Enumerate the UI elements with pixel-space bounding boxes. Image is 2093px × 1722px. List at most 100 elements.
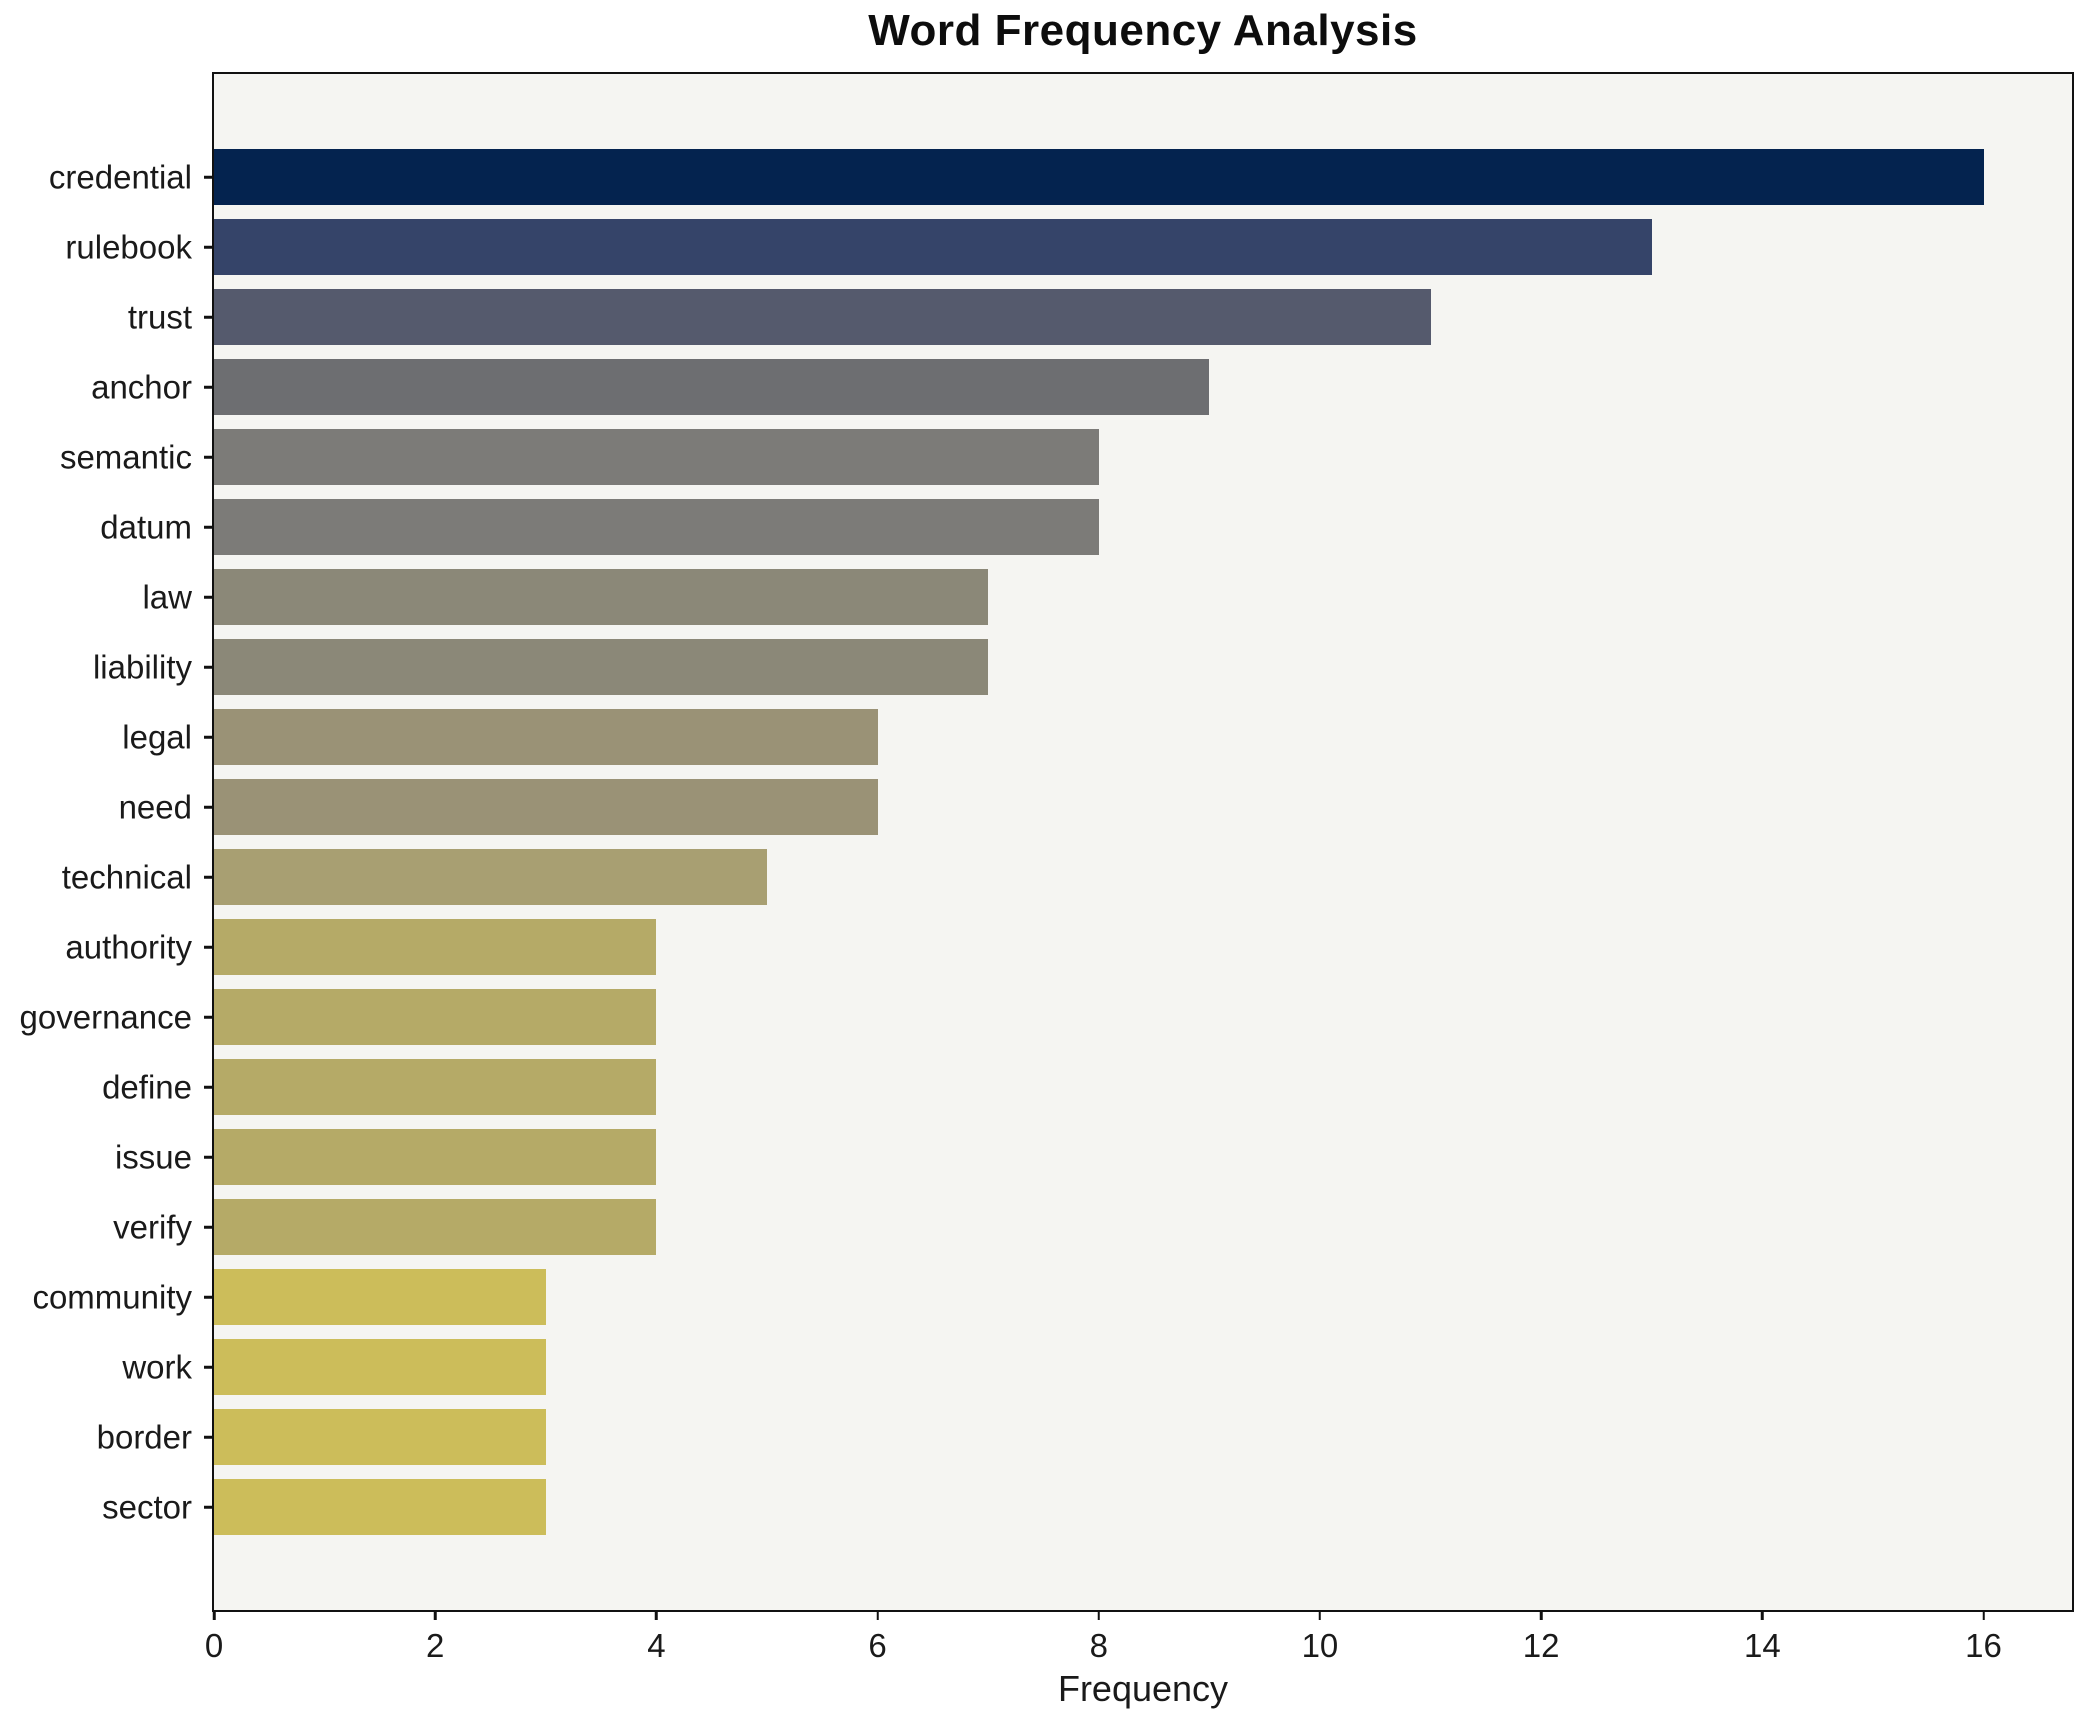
y-tick-mark bbox=[204, 245, 214, 249]
bar-row: credential bbox=[49, 149, 2072, 205]
bar-row: law bbox=[142, 569, 2072, 625]
category-label: define bbox=[102, 1068, 192, 1106]
category-label: border bbox=[96, 1418, 192, 1456]
bar-row: semantic bbox=[60, 429, 2072, 485]
y-tick-mark bbox=[204, 1365, 214, 1369]
bar-row: technical bbox=[62, 849, 2072, 905]
bar bbox=[214, 639, 989, 695]
category-label: legal bbox=[122, 718, 192, 756]
bar-row: need bbox=[119, 779, 2072, 835]
bar-row: anchor bbox=[91, 359, 2072, 415]
x-tick-mark bbox=[1761, 1610, 1764, 1620]
bar bbox=[214, 1409, 546, 1465]
y-tick-mark bbox=[204, 1085, 214, 1089]
bar-row: sector bbox=[102, 1479, 2072, 1535]
y-tick-mark bbox=[204, 1015, 214, 1019]
category-label: anchor bbox=[91, 368, 192, 406]
y-tick-mark bbox=[204, 945, 214, 949]
y-tick-mark bbox=[204, 1155, 214, 1159]
y-tick-mark bbox=[204, 525, 214, 529]
category-label: authority bbox=[65, 928, 192, 966]
category-label: issue bbox=[114, 1138, 192, 1176]
y-tick-mark bbox=[204, 595, 214, 599]
bar bbox=[214, 1339, 546, 1395]
y-tick-mark bbox=[204, 665, 214, 669]
bar-row: define bbox=[102, 1059, 2072, 1115]
category-label: technical bbox=[61, 858, 192, 896]
bar-row: datum bbox=[100, 499, 2072, 555]
bar bbox=[214, 919, 657, 975]
y-tick-mark bbox=[204, 1505, 214, 1509]
y-tick-mark bbox=[204, 315, 214, 319]
category-label: trust bbox=[127, 298, 192, 336]
category-label: law bbox=[142, 578, 192, 616]
category-label: need bbox=[118, 788, 192, 826]
x-tick-label: 14 bbox=[1743, 1627, 1781, 1664]
bar-row: trust bbox=[128, 289, 2072, 345]
category-label: governance bbox=[19, 998, 192, 1036]
bar-row: work bbox=[122, 1339, 2072, 1395]
x-tick-mark bbox=[655, 1610, 658, 1620]
x-tick-label: 10 bbox=[1301, 1627, 1339, 1664]
bar-row: liability bbox=[93, 639, 2072, 695]
y-tick-mark bbox=[204, 805, 214, 809]
bar-row: verify bbox=[113, 1199, 2072, 1255]
bar bbox=[214, 359, 1210, 415]
x-tick-mark bbox=[1982, 1610, 1985, 1620]
y-tick-mark bbox=[204, 1435, 214, 1439]
x-tick-mark bbox=[433, 1610, 437, 1620]
bar bbox=[214, 989, 657, 1045]
y-tick-mark bbox=[204, 875, 214, 879]
bar-row: legal bbox=[122, 709, 2072, 765]
category-label: liability bbox=[92, 648, 192, 686]
bar-row: rulebook bbox=[65, 219, 2072, 275]
x-tick-mark bbox=[1539, 1610, 1543, 1620]
bar bbox=[214, 429, 1099, 485]
bar-row: issue bbox=[115, 1129, 2072, 1185]
category-label: verify bbox=[113, 1208, 192, 1246]
bar bbox=[214, 849, 767, 905]
bar bbox=[214, 1199, 657, 1255]
category-label: sector bbox=[102, 1488, 192, 1526]
bar bbox=[214, 289, 1431, 345]
plot-area: credential rulebook trust anchor semantic dat… bbox=[20, 72, 2074, 1664]
bar-row: governance bbox=[20, 989, 2072, 1045]
category-label: work bbox=[122, 1348, 192, 1386]
bar bbox=[214, 219, 1652, 275]
bar bbox=[214, 499, 1099, 555]
chart-title: Word Frequency Analysis bbox=[868, 6, 1418, 55]
x-tick-label: 6 bbox=[868, 1627, 887, 1664]
x-tick-mark bbox=[1097, 1610, 1100, 1620]
category-label: semantic bbox=[59, 438, 192, 476]
x-tick-label: 2 bbox=[426, 1627, 445, 1664]
x-tick-mark bbox=[212, 1610, 216, 1620]
category-label: credential bbox=[48, 158, 192, 196]
x-tick-label: 4 bbox=[647, 1627, 666, 1664]
bar-row: community bbox=[32, 1269, 2072, 1325]
bar-row: border bbox=[97, 1409, 2072, 1465]
category-label: community bbox=[32, 1278, 192, 1316]
category-label: rulebook bbox=[65, 228, 192, 266]
x-axis-label: Frequency bbox=[1057, 1668, 1229, 1709]
bar bbox=[214, 1269, 546, 1325]
y-tick-mark bbox=[204, 1295, 214, 1299]
y-tick-mark bbox=[204, 175, 214, 179]
x-tick-mark bbox=[1318, 1610, 1322, 1620]
bars-container: credential rulebook trust anchor semantic dat… bbox=[20, 149, 2072, 1535]
category-label: datum bbox=[100, 508, 192, 546]
bar bbox=[214, 1059, 657, 1115]
bar bbox=[214, 569, 989, 625]
x-tick-label: 8 bbox=[1089, 1627, 1108, 1664]
bar-row: authority bbox=[65, 919, 2072, 975]
y-tick-mark bbox=[204, 455, 214, 459]
bar bbox=[214, 149, 1984, 205]
x-tick-label: 12 bbox=[1522, 1627, 1560, 1664]
y-tick-mark bbox=[204, 385, 214, 389]
bar bbox=[214, 779, 878, 835]
x-tick-label: 16 bbox=[1965, 1627, 2002, 1664]
bar bbox=[214, 709, 878, 765]
bar bbox=[214, 1129, 657, 1185]
bar bbox=[214, 1479, 546, 1535]
y-tick-mark bbox=[204, 735, 214, 739]
